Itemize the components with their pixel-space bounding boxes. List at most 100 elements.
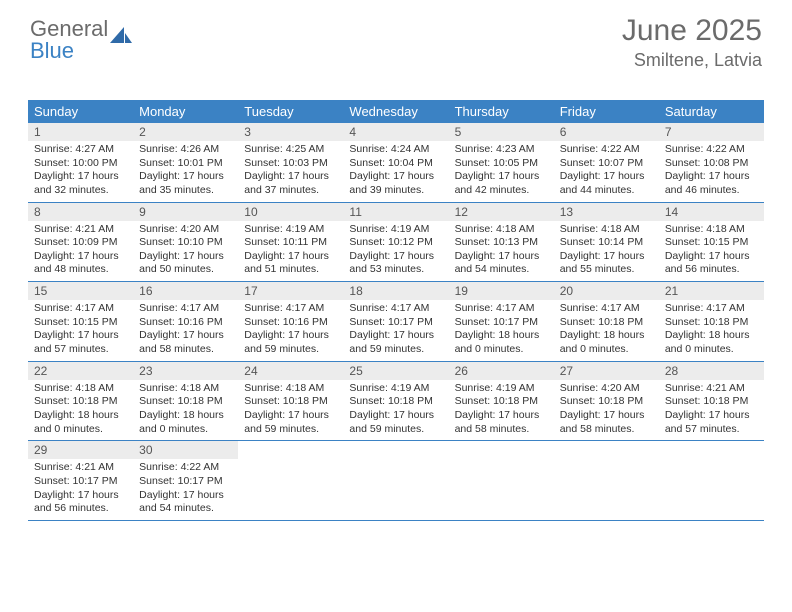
daylight-text: Daylight: 17 hours and 44 minutes. <box>560 170 653 197</box>
sunrise-text: Sunrise: 4:17 AM <box>560 302 653 316</box>
logo-text-blue: Blue <box>30 38 74 63</box>
day-body: Sunrise: 4:26 AMSunset: 10:01 PMDaylight… <box>133 141 238 202</box>
calendar: SundayMondayTuesdayWednesdayThursdayFrid… <box>28 100 764 521</box>
daylight-text: Daylight: 17 hours and 53 minutes. <box>349 250 442 277</box>
sunset-text: Sunset: 10:18 PM <box>349 395 442 409</box>
daylight-text: Daylight: 17 hours and 55 minutes. <box>560 250 653 277</box>
sunset-text: Sunset: 10:13 PM <box>455 236 548 250</box>
sunset-text: Sunset: 10:00 PM <box>34 157 127 171</box>
daylight-text: Daylight: 17 hours and 58 minutes. <box>139 329 232 356</box>
week-row: 1Sunrise: 4:27 AMSunset: 10:00 PMDayligh… <box>28 123 764 203</box>
daylight-text: Daylight: 17 hours and 54 minutes. <box>139 489 232 516</box>
day-number: 27 <box>554 362 659 380</box>
sunset-text: Sunset: 10:14 PM <box>560 236 653 250</box>
daylight-text: Daylight: 17 hours and 57 minutes. <box>34 329 127 356</box>
day-number: 10 <box>238 203 343 221</box>
title-location: Smiltene, Latvia <box>622 50 762 71</box>
sunrise-text: Sunrise: 4:17 AM <box>34 302 127 316</box>
sunrise-text: Sunrise: 4:25 AM <box>244 143 337 157</box>
sunset-text: Sunset: 10:17 PM <box>455 316 548 330</box>
sunrise-text: Sunrise: 4:21 AM <box>34 461 127 475</box>
day-body: Sunrise: 4:18 AMSunset: 10:18 PMDaylight… <box>238 380 343 441</box>
sunrise-text: Sunrise: 4:17 AM <box>455 302 548 316</box>
day-number: 14 <box>659 203 764 221</box>
sunset-text: Sunset: 10:04 PM <box>349 157 442 171</box>
day-number: 22 <box>28 362 133 380</box>
daylight-text: Daylight: 18 hours and 0 minutes. <box>455 329 548 356</box>
day-cell: . <box>659 441 764 520</box>
day-cell: 13 Sunrise: 4:18 AMSunset: 10:14 PMDaylig… <box>554 203 659 282</box>
logo-sail-icon <box>110 27 132 43</box>
day-body: Sunrise: 4:19 AMSunset: 10:11 PMDaylight… <box>238 221 343 282</box>
sunset-text: Sunset: 10:01 PM <box>139 157 232 171</box>
day-number: 19 <box>449 282 554 300</box>
day-body: Sunrise: 4:20 AMSunset: 10:10 PMDaylight… <box>133 221 238 282</box>
day-body: Sunrise: 4:18 AMSunset: 10:18 PMDaylight… <box>133 380 238 441</box>
day-cell: 10Sunrise: 4:19 AMSunset: 10:11 PMDaylig… <box>238 203 343 282</box>
sunrise-text: Sunrise: 4:21 AM <box>665 382 758 396</box>
day-cell: 20Sunrise: 4:17 AMSunset: 10:18 PMDaylig… <box>554 282 659 361</box>
day-number: 15 <box>28 282 133 300</box>
day-body: Sunrise: 4:19 AMSunset: 10:18 PMDaylight… <box>343 380 448 441</box>
sunrise-text: Sunrise: 4:20 AM <box>560 382 653 396</box>
sunset-text: Sunset: 10:18 PM <box>455 395 548 409</box>
day-body: Sunrise: 4:18 AMSunset: 10:15 PMDaylight… <box>659 221 764 282</box>
sunrise-text: Sunrise: 4:19 AM <box>455 382 548 396</box>
sunset-text: Sunset: 10:09 PM <box>34 236 127 250</box>
daylight-text: Daylight: 17 hours and 51 minutes. <box>244 250 337 277</box>
day-cell: 19 Sunrise: 4:17 AMSunset: 10:17 PMDaylig… <box>449 282 554 361</box>
day-of-week-header: SundayMondayTuesdayWednesdayThursdayFrid… <box>28 100 764 123</box>
day-number: 13 <box>554 203 659 221</box>
sunset-text: Sunset: 10:12 PM <box>349 236 442 250</box>
day-body: Sunrise: 4:22 AMSunset: 10:08 PMDaylight… <box>659 141 764 202</box>
sunset-text: Sunset: 10:18 PM <box>244 395 337 409</box>
sunrise-text: Sunrise: 4:19 AM <box>349 223 442 237</box>
day-cell: 14Sunrise: 4:18 AMSunset: 10:15 PMDaylig… <box>659 203 764 282</box>
sunset-text: Sunset: 10:18 PM <box>560 395 653 409</box>
day-body: Sunrise: 4:17 AMSunset: 10:17 PMDaylight… <box>343 300 448 361</box>
day-number: 20 <box>554 282 659 300</box>
day-body: Sunrise: 4:17 AMSunset: 10:18 PMDaylight… <box>554 300 659 361</box>
sunset-text: Sunset: 10:17 PM <box>34 475 127 489</box>
day-cell: 27Sunrise: 4:20 AMSunset: 10:18 PMDaylig… <box>554 362 659 441</box>
sunrise-text: Sunrise: 4:19 AM <box>244 223 337 237</box>
sunset-text: Sunset: 10:10 PM <box>139 236 232 250</box>
sunset-text: Sunset: 10:17 PM <box>139 475 232 489</box>
day-number: 28 <box>659 362 764 380</box>
day-number: 1 <box>28 123 133 141</box>
sunset-text: Sunset: 10:18 PM <box>665 316 758 330</box>
sunrise-text: Sunrise: 4:18 AM <box>34 382 127 396</box>
day-cell: 15Sunrise: 4:17 AMSunset: 10:15 PMDaylig… <box>28 282 133 361</box>
day-of-week-cell: Sunday <box>28 100 133 123</box>
day-body: Sunrise: 4:19 AMSunset: 10:18 PMDaylight… <box>449 380 554 441</box>
day-cell: . <box>238 441 343 520</box>
sunrise-text: Sunrise: 4:18 AM <box>244 382 337 396</box>
day-number: 30 <box>133 441 238 459</box>
day-of-week-cell: Tuesday <box>238 100 343 123</box>
day-cell: 22Sunrise: 4:18 AMSunset: 10:18 PMDaylig… <box>28 362 133 441</box>
daylight-text: Daylight: 18 hours and 0 minutes. <box>665 329 758 356</box>
day-body: Sunrise: 4:25 AMSunset: 10:03 PMDaylight… <box>238 141 343 202</box>
day-number: 12 <box>449 203 554 221</box>
sunrise-text: Sunrise: 4:19 AM <box>349 382 442 396</box>
day-cell: 17Sunrise: 4:17 AMSunset: 10:16 PMDaylig… <box>238 282 343 361</box>
daylight-text: Daylight: 17 hours and 42 minutes. <box>455 170 548 197</box>
day-cell: 16Sunrise: 4:17 AMSunset: 10:16 PMDaylig… <box>133 282 238 361</box>
daylight-text: Daylight: 18 hours and 0 minutes. <box>560 329 653 356</box>
day-number: 16 <box>133 282 238 300</box>
daylight-text: Daylight: 18 hours and 0 minutes. <box>139 409 232 436</box>
day-body: Sunrise: 4:17 AMSunset: 10:16 PMDaylight… <box>133 300 238 361</box>
day-number: 18 <box>343 282 448 300</box>
day-body: Sunrise: 4:19 AMSunset: 10:12 PMDaylight… <box>343 221 448 282</box>
day-number: 6 <box>554 123 659 141</box>
daylight-text: Daylight: 17 hours and 58 minutes. <box>455 409 548 436</box>
sunrise-text: Sunrise: 4:17 AM <box>139 302 232 316</box>
sunrise-text: Sunrise: 4:18 AM <box>560 223 653 237</box>
day-body: Sunrise: 4:17 AMSunset: 10:16 PMDaylight… <box>238 300 343 361</box>
sunset-text: Sunset: 10:16 PM <box>244 316 337 330</box>
day-cell: 1Sunrise: 4:27 AMSunset: 10:00 PMDayligh… <box>28 123 133 202</box>
sunset-text: Sunset: 10:18 PM <box>665 395 758 409</box>
day-of-week-cell: Monday <box>133 100 238 123</box>
day-cell: 7Sunrise: 4:22 AMSunset: 10:08 PMDayligh… <box>659 123 764 202</box>
day-cell: 18Sunrise: 4:17 AMSunset: 10:17 PMDaylig… <box>343 282 448 361</box>
